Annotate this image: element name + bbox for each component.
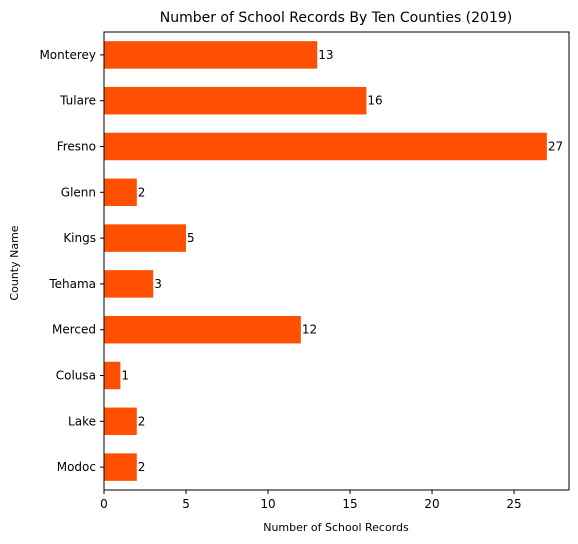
chart-title: Number of School Records By Ten Counties… (160, 10, 513, 26)
x-axis-label: Number of School Records (263, 521, 409, 534)
bar-value-label-lake: 2 (138, 414, 146, 428)
bars-group (104, 41, 547, 481)
bar-kings (104, 224, 187, 252)
bar-glenn (104, 178, 137, 207)
bar-value-label-tehama: 3 (154, 277, 162, 291)
bar-lake (104, 407, 137, 436)
y-tick-label-tehama: Tehama (48, 277, 96, 291)
y-tick-label-merced: Merced (52, 323, 96, 337)
bar-value-label-fresno: 27 (548, 140, 563, 154)
y-tick-label-kings: Kings (63, 231, 96, 245)
y-tick-label-tulare: Tulare (59, 94, 96, 108)
bar-value-label-colusa: 1 (121, 369, 129, 383)
x-tick-label-15: 15 (342, 497, 357, 511)
bar-merced (104, 315, 301, 344)
bar-value-label-kings: 5 (187, 231, 195, 245)
y-tick-label-glenn: Glenn (61, 185, 96, 199)
bar-value-label-glenn: 2 (138, 185, 146, 199)
y-tick-label-modoc: Modoc (57, 460, 96, 474)
plot-frame (103, 31, 570, 491)
bar-value-label-monterey: 13 (318, 48, 333, 62)
y-tick-label-lake: Lake (68, 414, 96, 428)
y-tick-label-monterey: Monterey (39, 48, 96, 62)
bar-value-label-modoc: 2 (138, 460, 146, 474)
bar-modoc (104, 453, 137, 481)
y-axis-ticks: Monterey Tulare Fresno Glenn Kings Tehama Merc… (39, 48, 104, 474)
bar-value-label-merced: 12 (302, 323, 317, 337)
x-tick-label-20: 20 (424, 497, 439, 511)
bar-fresno (104, 132, 547, 161)
bar-tehama (104, 270, 154, 298)
x-tick-label-0: 0 (100, 497, 108, 511)
bar-monterey (104, 41, 318, 69)
x-tick-label-25: 25 (506, 497, 521, 511)
x-tick-label-10: 10 (260, 497, 275, 511)
y-tick-label-colusa: Colusa (56, 369, 96, 383)
bar-tulare (104, 86, 367, 115)
bar-value-label-tulare: 16 (367, 94, 382, 108)
x-tick-label-5: 5 (182, 497, 190, 511)
x-axis-ticks: 0 5 10 15 20 25 (100, 490, 522, 511)
y-tick-label-fresno: Fresno (57, 140, 96, 154)
bar-colusa (104, 361, 121, 390)
y-axis-label: County Name (8, 225, 21, 300)
